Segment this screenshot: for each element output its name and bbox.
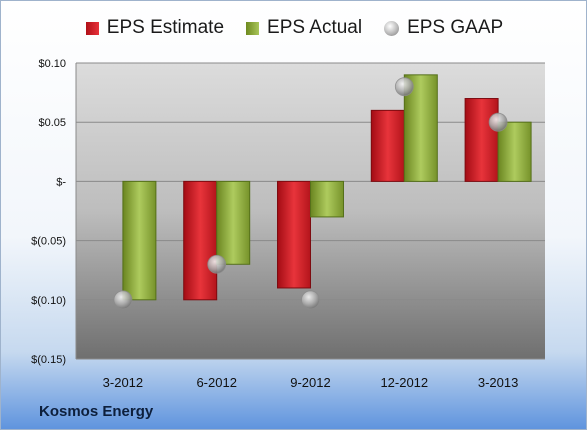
y-tick-label: $(0.15) xyxy=(31,354,66,366)
y-tick-label: $(0.10) xyxy=(31,295,66,307)
legend-label-estimate: EPS Estimate xyxy=(106,17,225,38)
y-tick-label: $- xyxy=(56,176,66,188)
legend-label-actual: EPS Actual xyxy=(267,17,363,38)
eps-actual-bar xyxy=(497,121,532,182)
eps-gaap-marker xyxy=(488,112,508,132)
x-tick-label: 6-2012 xyxy=(196,375,236,390)
y-tick-label: $0.10 xyxy=(38,58,66,70)
actual-swatch xyxy=(246,21,260,35)
eps-actual-bar xyxy=(310,180,344,218)
eps-actual-bar xyxy=(122,180,157,301)
eps-gaap-marker xyxy=(207,254,227,274)
eps-estimate-bar xyxy=(370,109,405,182)
eps-gaap-marker xyxy=(301,290,320,310)
eps-estimate-bar xyxy=(277,180,311,289)
estimate-swatch xyxy=(85,21,99,35)
y-tick-label: $(0.05) xyxy=(31,236,66,248)
eps-estimate-bar xyxy=(183,180,218,301)
eps-estimate-bar xyxy=(464,98,499,182)
legend-item-actual: EPS Actual xyxy=(246,17,362,39)
x-tick-label: 12-2012 xyxy=(380,375,428,390)
eps-actual-bar xyxy=(216,180,251,265)
gaap-swatch xyxy=(384,20,400,36)
x-tick-label: 3-2013 xyxy=(478,375,518,390)
company-label: Kosmos Energy xyxy=(39,403,154,420)
y-tick-label: $0.05 xyxy=(38,117,66,129)
x-tick-label: 3-2012 xyxy=(103,375,143,390)
x-tick-label: 9-2012 xyxy=(290,375,330,390)
legend: EPS Estimate EPS Actual EPS GAAP xyxy=(1,17,587,39)
eps-gaap-marker xyxy=(394,77,414,97)
eps-gaap-marker xyxy=(113,290,133,310)
legend-label-gaap: EPS GAAP xyxy=(407,17,504,38)
legend-item-gaap: EPS GAAP xyxy=(384,17,503,39)
legend-item-estimate: EPS Estimate xyxy=(85,17,225,39)
